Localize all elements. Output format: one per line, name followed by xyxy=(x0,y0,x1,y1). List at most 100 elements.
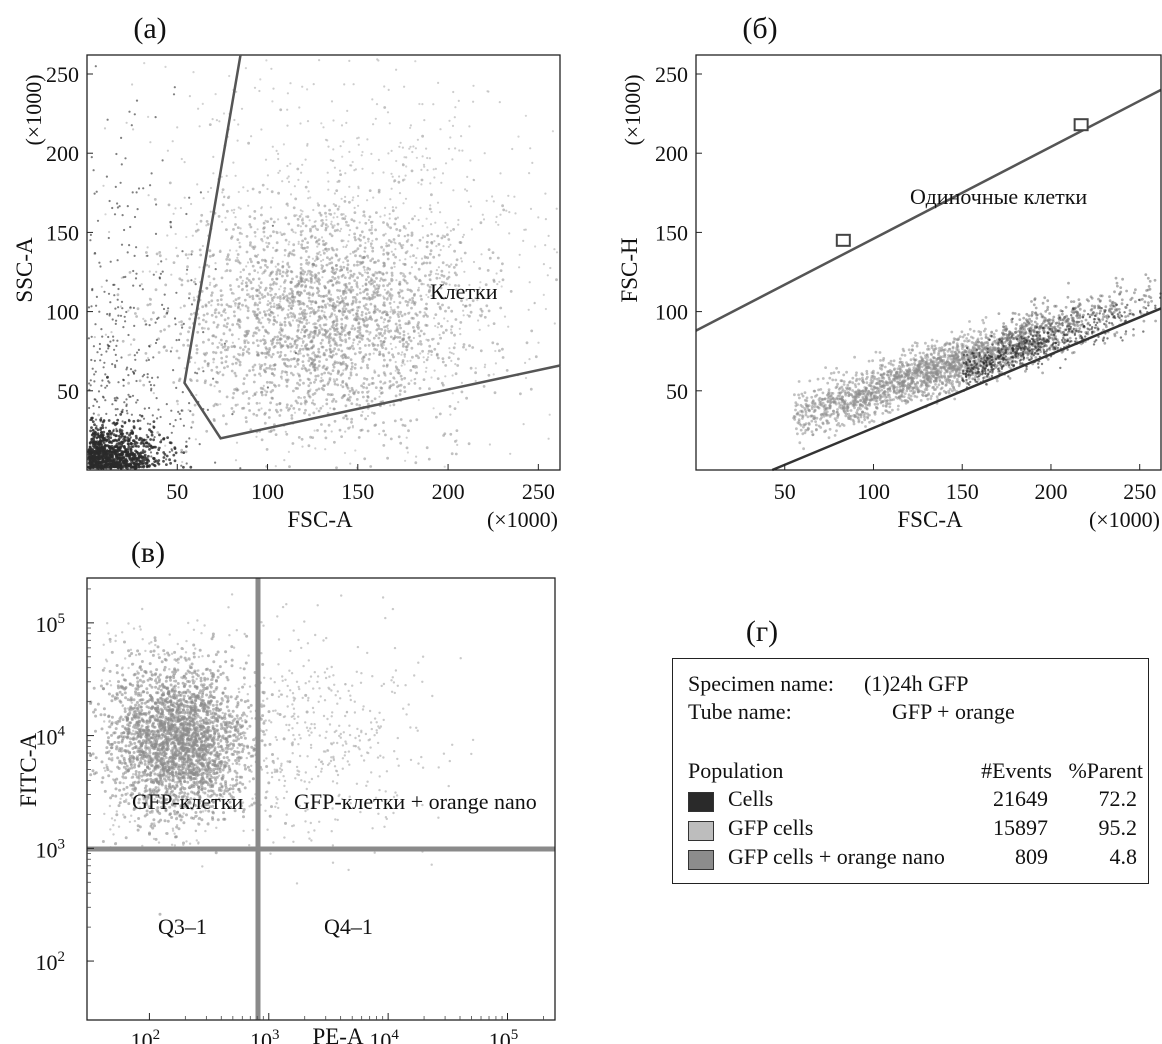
event-dot xyxy=(279,108,283,112)
event-dot xyxy=(352,219,356,223)
event-dot xyxy=(157,459,161,462)
event-dot xyxy=(501,204,504,208)
event-dot xyxy=(487,309,491,313)
event-dot xyxy=(93,398,96,401)
event-dot xyxy=(459,321,463,324)
event-dot xyxy=(193,403,197,407)
event-dot xyxy=(132,462,136,465)
event-dot xyxy=(428,387,431,391)
event-dot xyxy=(334,400,338,403)
event-dot xyxy=(464,348,468,351)
event-dot xyxy=(307,280,310,283)
event-dot xyxy=(479,349,483,353)
event-dot xyxy=(383,214,386,217)
event-dot xyxy=(154,459,158,463)
event-dot xyxy=(519,392,522,396)
event-dot xyxy=(91,367,94,370)
event-dot xyxy=(511,147,514,151)
event-dot xyxy=(345,417,349,421)
event-dot xyxy=(326,302,329,305)
event-dot xyxy=(121,442,124,445)
event-dot xyxy=(146,254,149,257)
event-dot xyxy=(338,289,342,293)
event-dot xyxy=(90,335,93,338)
event-dot xyxy=(479,307,483,311)
event-dot xyxy=(439,211,442,214)
event-dot xyxy=(247,204,250,207)
event-dot xyxy=(367,237,370,241)
event-dot xyxy=(383,106,387,109)
event-dot xyxy=(309,381,312,385)
event-dot xyxy=(430,353,433,356)
event-dot xyxy=(394,217,398,221)
event-dot xyxy=(549,266,552,270)
event-dot xyxy=(339,384,343,387)
event-dot xyxy=(216,403,219,407)
y-tick-label: 100 xyxy=(46,300,79,325)
event-dot xyxy=(204,320,208,324)
event-dot xyxy=(331,363,335,367)
event-dot xyxy=(372,336,376,340)
event-dot xyxy=(301,360,305,363)
event-dot xyxy=(338,335,342,339)
event-dot xyxy=(335,280,339,284)
event-dot xyxy=(495,272,498,275)
event-dot xyxy=(246,189,249,192)
event-dot xyxy=(350,367,353,371)
event-dot xyxy=(478,286,481,289)
event-dot xyxy=(449,229,452,232)
event-dot xyxy=(143,407,146,410)
event-dot xyxy=(104,426,107,429)
event-dot xyxy=(146,445,150,448)
event-dot xyxy=(335,327,339,331)
event-dot xyxy=(300,437,304,441)
event-dot xyxy=(257,284,260,287)
event-dot xyxy=(158,446,161,449)
event-dot xyxy=(380,245,383,249)
event-dot xyxy=(385,271,389,275)
event-dot xyxy=(305,322,309,325)
event-dot xyxy=(399,326,402,330)
event-dot xyxy=(265,351,269,354)
event-dot xyxy=(314,300,317,304)
event-dot xyxy=(425,261,429,265)
event-dot xyxy=(156,376,159,379)
event-dot xyxy=(429,270,433,274)
event-dot xyxy=(198,443,201,446)
event-dot xyxy=(123,436,126,439)
event-dot xyxy=(266,245,269,249)
event-dot xyxy=(341,273,345,277)
event-dot xyxy=(186,338,190,342)
event-dot xyxy=(362,265,366,269)
event-dot xyxy=(537,341,540,344)
event-dot xyxy=(220,343,224,347)
event-dot xyxy=(304,408,307,412)
event-dot xyxy=(122,326,125,329)
event-dot xyxy=(285,344,289,347)
event-dot xyxy=(141,288,144,291)
event-dot xyxy=(127,333,130,337)
event-dot xyxy=(267,300,270,303)
event-dot xyxy=(114,307,117,310)
event-dot xyxy=(453,407,457,410)
event-dot xyxy=(187,330,190,334)
event-dot xyxy=(320,376,323,379)
event-dot xyxy=(351,344,354,348)
event-dot xyxy=(280,372,283,375)
event-dot xyxy=(331,283,335,287)
event-dot xyxy=(345,255,349,259)
event-dot xyxy=(416,247,419,250)
event-dot xyxy=(488,256,492,260)
event-dot xyxy=(355,281,359,284)
event-dot xyxy=(317,305,321,309)
event-dot xyxy=(215,370,219,374)
event-dot xyxy=(311,271,314,274)
event-dot xyxy=(300,243,304,247)
event-dot xyxy=(441,261,445,265)
event-dot xyxy=(258,301,262,304)
event-dot xyxy=(386,251,389,254)
event-dot xyxy=(112,335,115,338)
event-dot xyxy=(116,298,119,301)
event-dot xyxy=(147,465,151,468)
event-dot xyxy=(299,209,302,212)
